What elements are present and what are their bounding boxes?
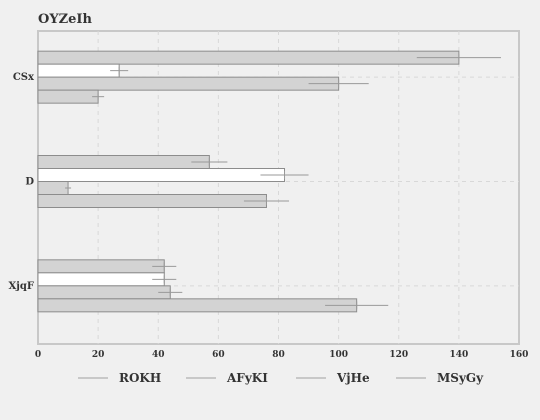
legend-label: VjHe <box>336 371 370 385</box>
bar-AFyKI-XjqF <box>37 272 165 287</box>
legend: ROKH AFyKI VjHe MSyGy <box>78 371 484 385</box>
x-tick-label: 80 <box>272 350 285 360</box>
category-labels: CSx D XjqF <box>9 72 35 292</box>
category-label: CSx <box>13 72 35 83</box>
bar-VjHe-XjqF <box>37 285 171 300</box>
x-tick-label: 120 <box>389 350 408 360</box>
x-axis-ticks: 0 20 40 60 80 100 120 140 160 <box>35 350 529 360</box>
x-tick-label: 140 <box>449 350 468 360</box>
bar-MSyGy-XjqF <box>37 298 358 313</box>
x-tick-label: 0 <box>35 350 41 360</box>
bar-MSyGy-CSx <box>37 89 99 104</box>
bar-ROKH-XjqF <box>37 259 165 274</box>
bar-VjHe-D <box>37 181 69 195</box>
legend-label: MSyGy <box>437 371 484 385</box>
chart-title: OYZeIh <box>38 12 92 27</box>
x-tick-label: 100 <box>329 350 348 360</box>
category-label: XjqF <box>9 281 34 292</box>
legend-label: AFyKI <box>226 371 268 385</box>
bars <box>37 50 501 313</box>
x-tick-label: 40 <box>152 350 165 360</box>
bar-AFyKI-D <box>37 168 286 182</box>
bar-VjHe-CSx <box>37 76 340 91</box>
x-tick-label: 60 <box>212 350 225 360</box>
legend-label: ROKH <box>119 371 161 385</box>
bar-MSyGy-D <box>37 194 267 208</box>
x-tick-label: 160 <box>510 350 529 360</box>
bar-ROKH-D <box>37 155 210 169</box>
category-label: D <box>25 177 34 188</box>
x-tick-label: 20 <box>92 350 105 360</box>
bar-AFyKI-CSx <box>37 63 120 78</box>
bar-ROKH-CSx <box>37 50 460 65</box>
